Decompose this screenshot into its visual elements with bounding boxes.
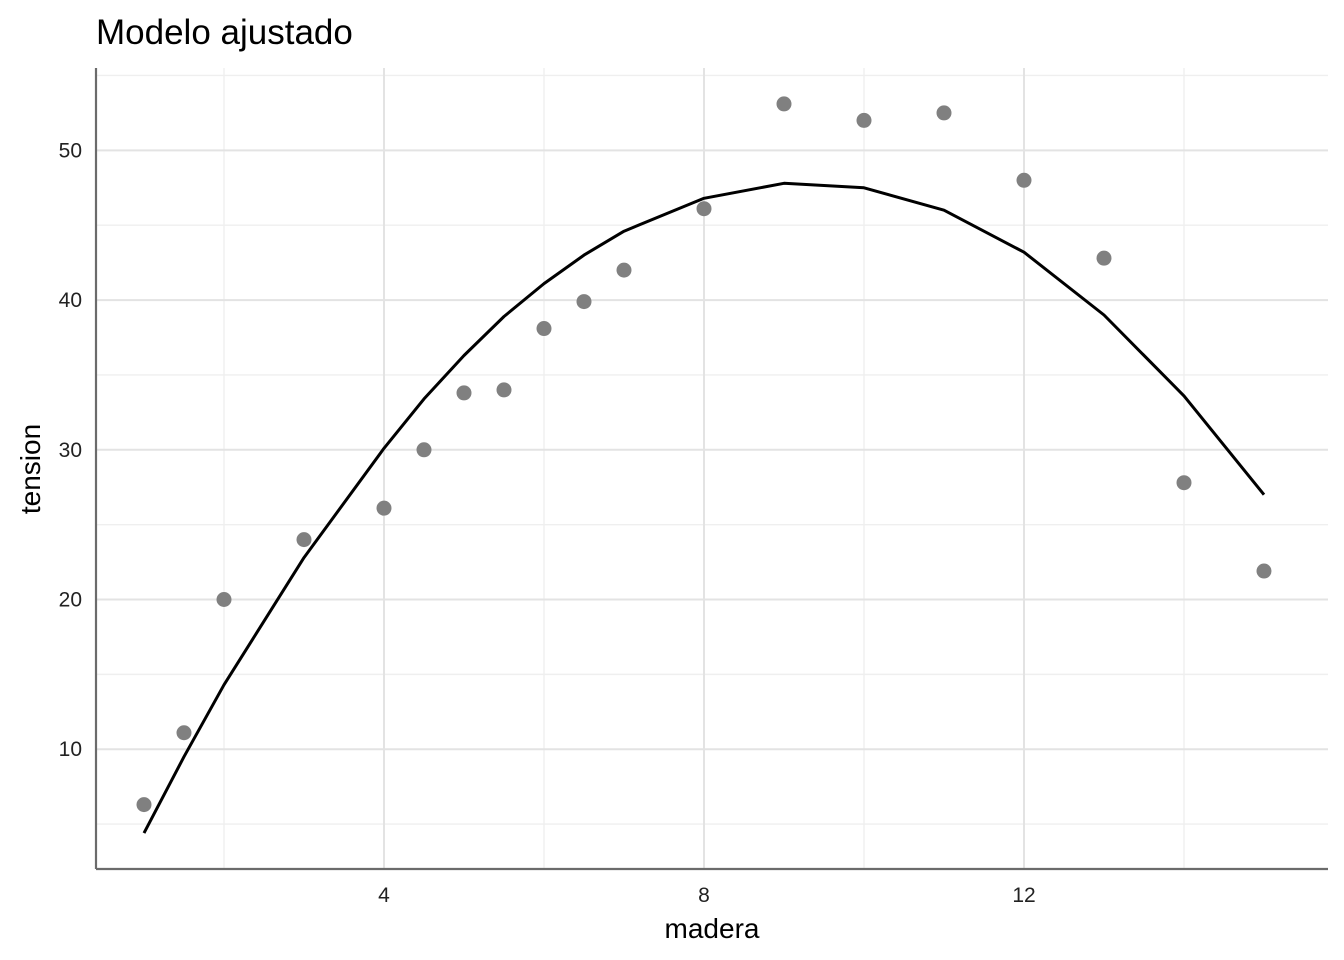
y-tick-label: 50 — [59, 139, 82, 162]
data-point — [296, 532, 312, 548]
data-point — [536, 321, 552, 337]
data-point — [776, 96, 792, 112]
data-point — [496, 382, 512, 398]
data-point — [936, 105, 952, 121]
data-point — [1176, 475, 1192, 491]
y-tick-label: 10 — [59, 738, 82, 761]
x-axis-label: madera — [665, 913, 760, 944]
major-gridlines — [96, 68, 1328, 869]
y-tick-label: 20 — [59, 589, 82, 612]
minor-gridlines — [96, 68, 1328, 869]
data-point — [1016, 172, 1032, 188]
chart-title: Modelo ajustado — [96, 13, 353, 52]
y-tick-label: 30 — [59, 439, 82, 462]
fitted-model-line — [142, 181, 1266, 834]
data-point — [376, 500, 392, 516]
data-point — [1096, 250, 1112, 266]
data-point — [456, 385, 472, 401]
x-tick-label: 8 — [698, 884, 710, 907]
data-point — [176, 725, 192, 741]
x-tick-label: 4 — [378, 884, 390, 907]
data-point — [1256, 563, 1272, 579]
data-point — [136, 797, 152, 813]
data-point — [576, 294, 592, 310]
data-point — [216, 592, 232, 608]
x-tick-label: 12 — [1012, 884, 1035, 907]
y-tick-labels: 10 20 30 40 50 — [59, 139, 82, 761]
y-axis-label: tension — [15, 424, 46, 514]
data-point — [416, 442, 432, 458]
y-tick-label: 40 — [59, 289, 82, 312]
data-point — [616, 262, 632, 278]
data-points — [136, 96, 1272, 813]
data-point — [856, 112, 872, 128]
x-tick-labels: 4 8 12 — [378, 884, 1036, 907]
data-point — [696, 201, 712, 217]
